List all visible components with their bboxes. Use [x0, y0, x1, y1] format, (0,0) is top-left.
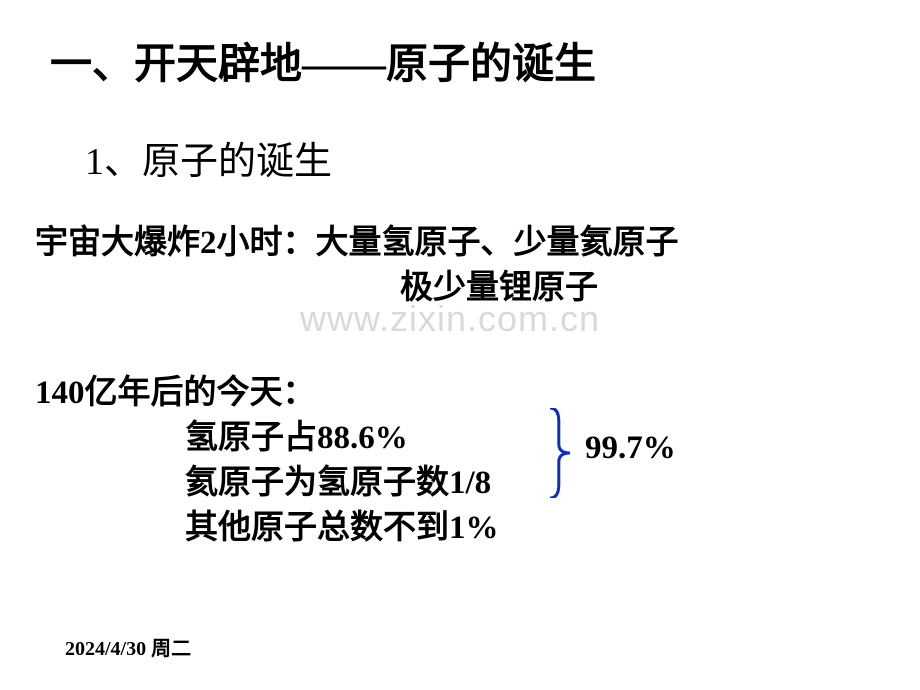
content-line-1: 极少量锂原子	[400, 260, 598, 308]
content-line-0: 宇宙大爆炸2小时：大量氢原子、少量氦原子	[35, 215, 679, 263]
percent-label: 99.7%	[585, 430, 676, 467]
content-line-2: 140亿年后的今天：	[35, 365, 316, 413]
slide-date: 2024/4/30 周二	[65, 632, 191, 661]
content-line-3: 氢原子占88.6%	[185, 410, 408, 458]
slide-title: 一、开天辟地——原子的诞生	[50, 30, 596, 91]
slide-subtitle: 1、原子的诞生	[85, 130, 332, 185]
content-line-5: 其他原子总数不到1%	[185, 500, 499, 548]
content-line-4: 氦原子为氢原子数1/8	[185, 455, 491, 503]
brace-icon	[548, 408, 576, 498]
